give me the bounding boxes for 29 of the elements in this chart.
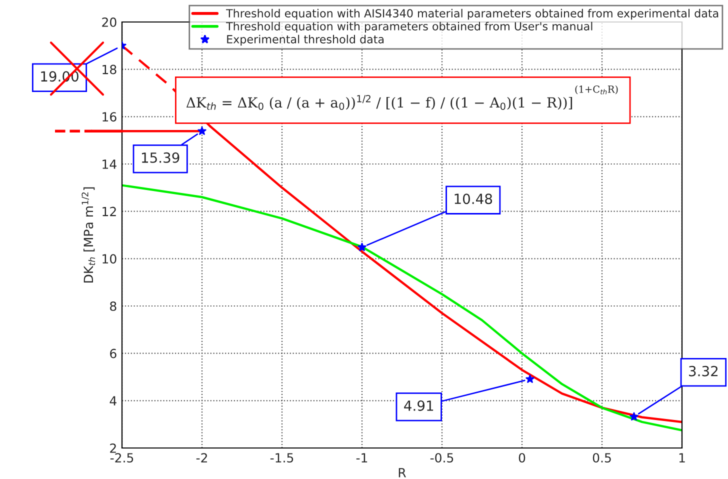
x-tick-label: 1 — [679, 453, 685, 462]
text: ΔK$_{th}$ = ΔK$_{0}$ (a / (a + a$_{0}$))$^{1/2}$ / [(1 − f) / ((1 − A$_{0}$)(1 − R))] — [186, 94, 572, 110]
x-tick-label: -0.5 — [430, 453, 454, 463]
x-axis-title: R — [398, 468, 406, 478]
annotation: 3.32 — [689, 366, 718, 376]
annotation: 4.91 — [404, 400, 434, 411]
annotation: 15.39 — [142, 152, 180, 163]
y-tick-label: 4 — [110, 396, 116, 406]
legend-label: Threshold equation with AISI4340 material parameters obtained from experimental data — [226, 8, 718, 20]
annotation: 10.48 — [454, 194, 492, 204]
x-tick-label: 0 — [518, 453, 526, 463]
y-axis-title: DK$_{th}$ [MPa m$^{1/2}$] — [82, 187, 96, 282]
y-tick-label: 20 — [102, 17, 116, 27]
legend-label: Threshold equation with parameters obtained from User's manual — [226, 22, 592, 33]
x-tick-label: 0.5 — [592, 453, 611, 463]
legend-label: Experimental threshold data — [227, 34, 384, 46]
y-tick-label: 6 — [110, 348, 116, 358]
y-tick-label: 8 — [110, 301, 116, 311]
y-tick-label: 14 — [102, 160, 116, 169]
x-tick-label: -2.5 — [110, 453, 134, 463]
y-tick-label: 18 — [102, 64, 116, 74]
x-tick-label: -1 — [356, 453, 368, 462]
y-tick-label: 2 — [110, 443, 116, 453]
annotation: (1+C$_{th}$R) — [575, 85, 618, 94]
y-tick-label: 12 — [102, 206, 116, 216]
x-tick-label: -2 — [196, 453, 207, 462]
y-tick-label: 16 — [102, 112, 116, 122]
x-tick-label: -1.5 — [270, 453, 294, 463]
y-tick-label: 10 — [102, 254, 116, 264]
